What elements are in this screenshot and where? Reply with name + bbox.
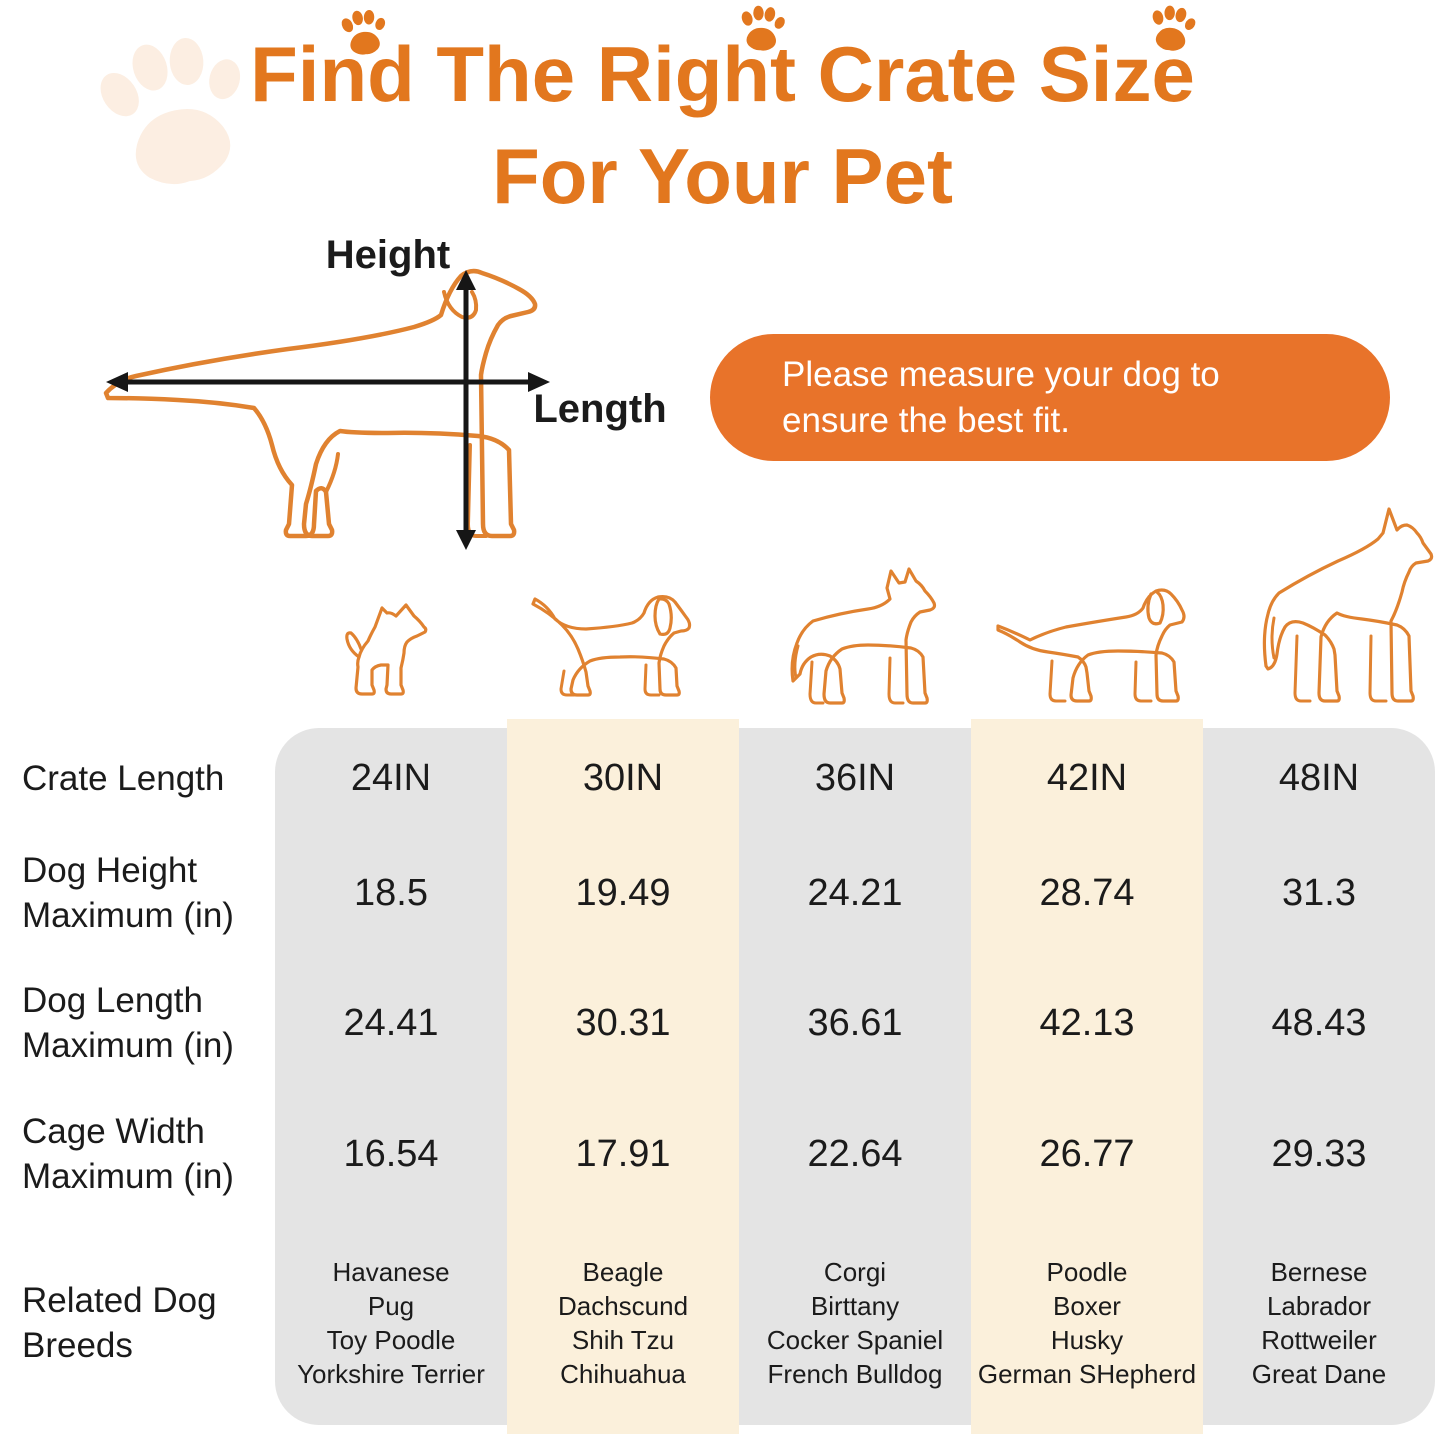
related-breeds-list: Havanese Pug Toy Poodle Yorkshire Terrie… (297, 1256, 485, 1389)
row-label-related-breeds: Related Dog Breeds (22, 1280, 217, 1365)
cage-width-value: 22.64 (807, 1132, 903, 1175)
length-label: Length (533, 387, 666, 431)
table-column-42in: 42IN 28.74 42.13 26.77 Poodle Boxer Husk… (971, 719, 1203, 1434)
table-column-30in: 30IN 19.49 30.31 17.91 Beagle Dachscund … (507, 719, 739, 1434)
crate-length-value: 36IN (814, 756, 896, 799)
dog-length-value: 24.41 (343, 1001, 439, 1044)
paw-print-icon (1152, 5, 1196, 51)
measurement-diagram: Height Length (103, 233, 667, 550)
dog-size-icon-husky (790, 567, 937, 705)
cage-width-value: 17.91 (575, 1132, 671, 1175)
page-title-line1: Find The Right Crate Size (250, 30, 1195, 118)
dog-size-icon-labrador (996, 588, 1186, 703)
cage-width-value: 29.33 (1271, 1132, 1367, 1175)
paw-print-icon (100, 38, 241, 185)
note-line: ensure the best fit. (782, 400, 1070, 440)
crate-length-value: 48IN (1278, 756, 1360, 799)
paw-print-icon (741, 5, 785, 51)
measured-dog-outline-icon (103, 268, 538, 539)
size-table: Crate Length Dog Height Maximum (in) Dog… (0, 719, 1435, 1434)
cage-width-value: 26.77 (1039, 1132, 1135, 1175)
dog-height-value: 18.5 (354, 871, 428, 914)
dog-length-value: 42.13 (1039, 1001, 1135, 1044)
dog-size-icon-great-dane (1262, 507, 1434, 703)
length-arrow-icon (106, 372, 550, 392)
row-label-dog-height: Dog Height Maximum (in) (22, 851, 234, 935)
related-breeds-list: Beagle Dachscund Shih Tzu Chihuahua (557, 1256, 689, 1389)
crate-length-value: 30IN (582, 756, 664, 799)
dog-height-value: 31.3 (1282, 871, 1356, 914)
cage-width-value: 16.54 (343, 1132, 439, 1175)
related-breeds-list: Bernese Labrador Rottweiler Great Dane (1251, 1256, 1387, 1389)
dog-height-value: 24.21 (807, 871, 903, 914)
note-line: Please measure your dog to (782, 354, 1220, 394)
row-label-dog-length: Dog Length Maximum (in) (22, 981, 234, 1065)
note-bubble: Please measure your dog to ensure the be… (710, 334, 1390, 461)
dog-length-value: 30.31 (575, 1001, 671, 1044)
table-row-labels: Crate Length Dog Height Maximum (in) Dog… (0, 728, 275, 1425)
height-arrow-icon (456, 270, 476, 550)
table-column-24in: 24IN 18.5 24.41 16.54 Havanese Pug Toy P… (275, 728, 507, 1425)
page-title-line2: For Your Pet (492, 132, 953, 220)
dog-length-value: 48.43 (1271, 1001, 1367, 1044)
table-column-48in: 48IN 31.3 48.43 29.33 Bernese Labrador R… (1203, 728, 1435, 1425)
related-breeds-list: Corgi Birttany Cocker Spaniel French Bul… (766, 1256, 944, 1389)
crate-length-value: 42IN (1046, 756, 1128, 799)
dog-length-value: 36.61 (807, 1001, 903, 1044)
row-label-crate-length: Crate Length (22, 758, 225, 798)
table-column-36in: 36IN 24.21 36.61 22.64 Corgi Birttany Co… (739, 728, 971, 1425)
dog-height-value: 28.74 (1039, 871, 1135, 914)
dog-height-value: 19.49 (575, 871, 671, 914)
dog-size-icon-beagle (531, 594, 692, 697)
related-breeds-list: Poodle Boxer Husky German SHepherd (977, 1256, 1197, 1389)
height-label: Height (326, 233, 450, 277)
paw-print-icon (341, 9, 386, 55)
crate-length-value: 24IN (350, 756, 432, 799)
dog-size-icon-chihuahua (345, 603, 428, 696)
row-label-cage-width: Cage Width Maximum (in) (22, 1112, 234, 1196)
